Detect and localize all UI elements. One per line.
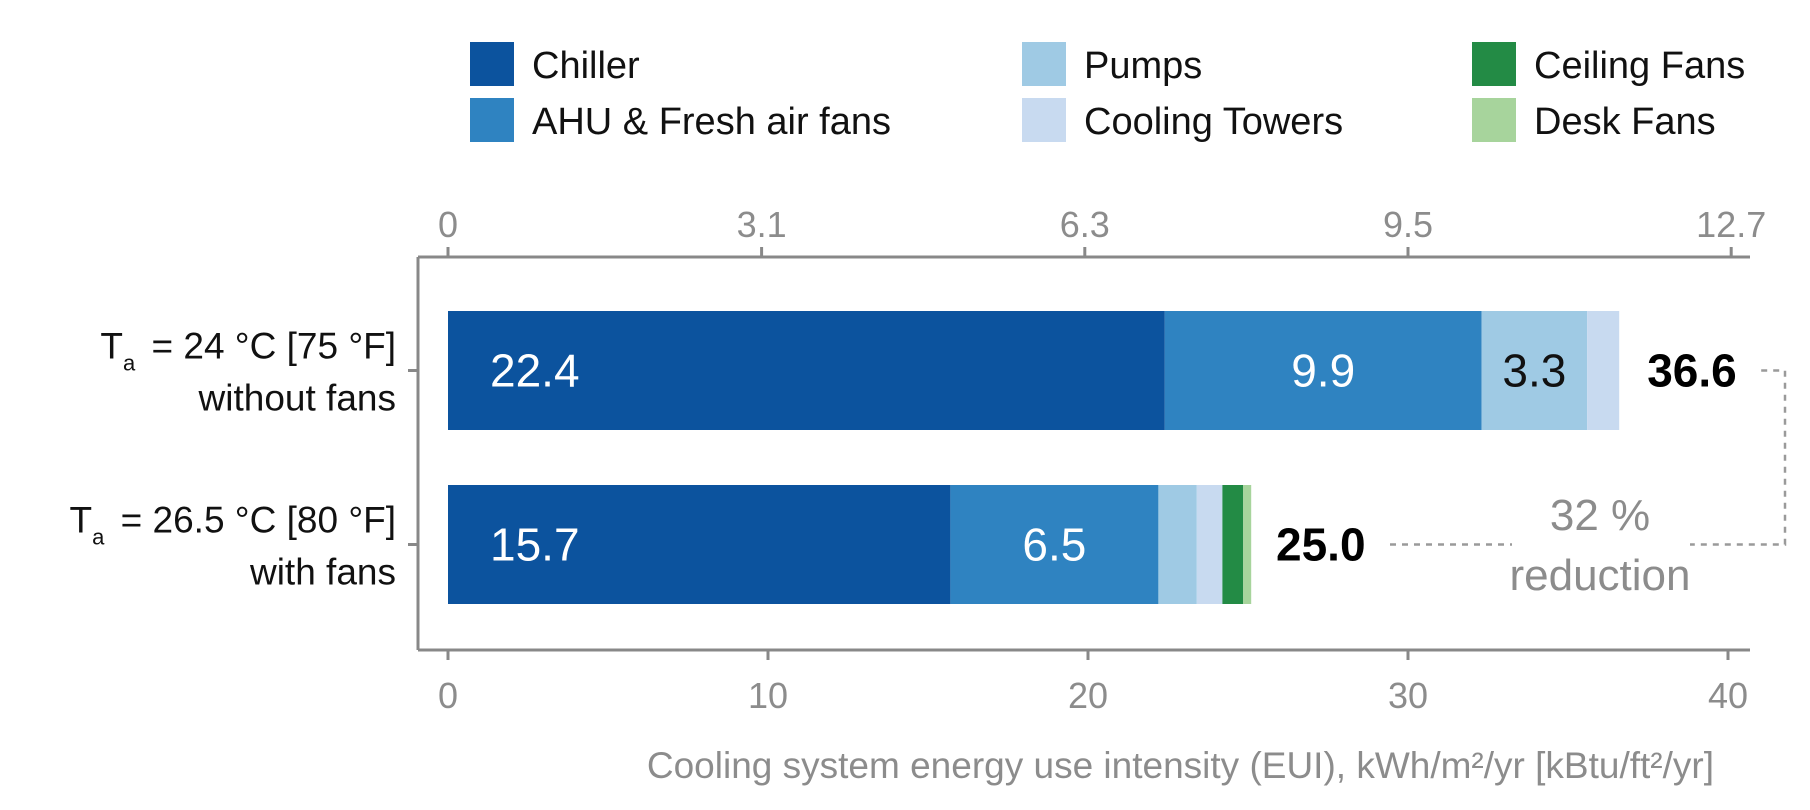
legend-swatch [1472, 42, 1516, 86]
bottom-tick-label: 20 [1068, 675, 1108, 716]
legend-swatch [470, 42, 514, 86]
category-label-line2: without fans [198, 378, 396, 419]
category-label-line2: with fans [249, 552, 396, 593]
bar-segment [448, 485, 951, 604]
bar-segment [1481, 311, 1588, 430]
legend-label: AHU & Fresh air fans [532, 101, 891, 143]
legend-label: Cooling Towers [1084, 101, 1343, 143]
top-tick-label: 0 [438, 204, 458, 245]
bar-value-label: 9.9 [1291, 345, 1355, 397]
top-tick-label: 12.7 [1696, 204, 1766, 245]
legend-swatch [470, 98, 514, 142]
bar-value-label: 3.3 [1502, 345, 1566, 397]
x-axis-label: Cooling system energy use intensity (EUI… [647, 745, 1714, 786]
legend-swatch [1022, 42, 1066, 86]
top-tick-label: 9.5 [1383, 204, 1433, 245]
bottom-tick-label: 0 [438, 675, 458, 716]
bar-segment [1222, 485, 1244, 604]
bottom-tick-label: 40 [1708, 675, 1748, 716]
legend-label: Ceiling Fans [1534, 45, 1745, 87]
legend-swatch [1022, 98, 1066, 142]
bottom-tick-label: 10 [748, 675, 788, 716]
legend-label: Chiller [532, 45, 640, 87]
total-label: 36.6 [1647, 345, 1737, 397]
top-tick-label: 3.1 [737, 204, 787, 245]
bar-segment [1158, 485, 1197, 604]
bar-segment [1243, 485, 1252, 604]
top-tick-label: 6.3 [1060, 204, 1110, 245]
bar-value-label: 6.5 [1022, 519, 1086, 571]
legend-label: Pumps [1084, 45, 1202, 87]
category-label-line1: Ta = 26.5 °C [80 °F] [69, 500, 396, 550]
category-label-line1: Ta = 24 °C [75 °F] [100, 326, 396, 376]
bar-value-label: 15.7 [490, 519, 580, 571]
reduction-connector [1690, 369, 1787, 546]
reduction-annotation-line1: 32 % [1550, 491, 1650, 540]
bar-segment [950, 485, 1159, 604]
bar-segment [1587, 311, 1620, 430]
legend-label: Desk Fans [1534, 101, 1716, 143]
bottom-tick-label: 30 [1388, 675, 1428, 716]
bar-segment [1164, 311, 1482, 430]
legend-swatch [1472, 98, 1516, 142]
total-label: 25.0 [1276, 519, 1366, 571]
bar-segment [1196, 485, 1223, 604]
bar-segment [448, 311, 1165, 430]
reduction-annotation-line2: reduction [1509, 551, 1690, 600]
bar-value-label: 22.4 [490, 345, 580, 397]
